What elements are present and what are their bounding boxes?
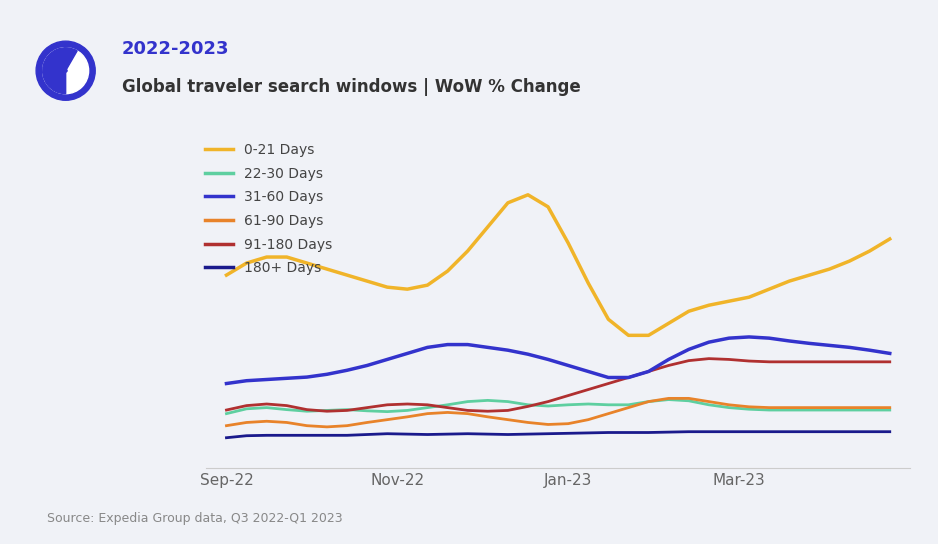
Legend: 0-21 Days, 22-30 Days, 31-60 Days, 61-90 Days, 91-180 Days, 180+ Days: 0-21 Days, 22-30 Days, 31-60 Days, 61-90… xyxy=(199,137,338,281)
Circle shape xyxy=(43,48,89,94)
Circle shape xyxy=(37,41,96,100)
Circle shape xyxy=(65,70,67,72)
Text: Source: Expedia Group data, Q3 2022-Q1 2023: Source: Expedia Group data, Q3 2022-Q1 2… xyxy=(47,512,342,526)
Wedge shape xyxy=(43,48,77,94)
Text: Global traveler search windows | WoW % Change: Global traveler search windows | WoW % C… xyxy=(122,78,581,96)
Text: 2022-2023: 2022-2023 xyxy=(122,40,230,58)
